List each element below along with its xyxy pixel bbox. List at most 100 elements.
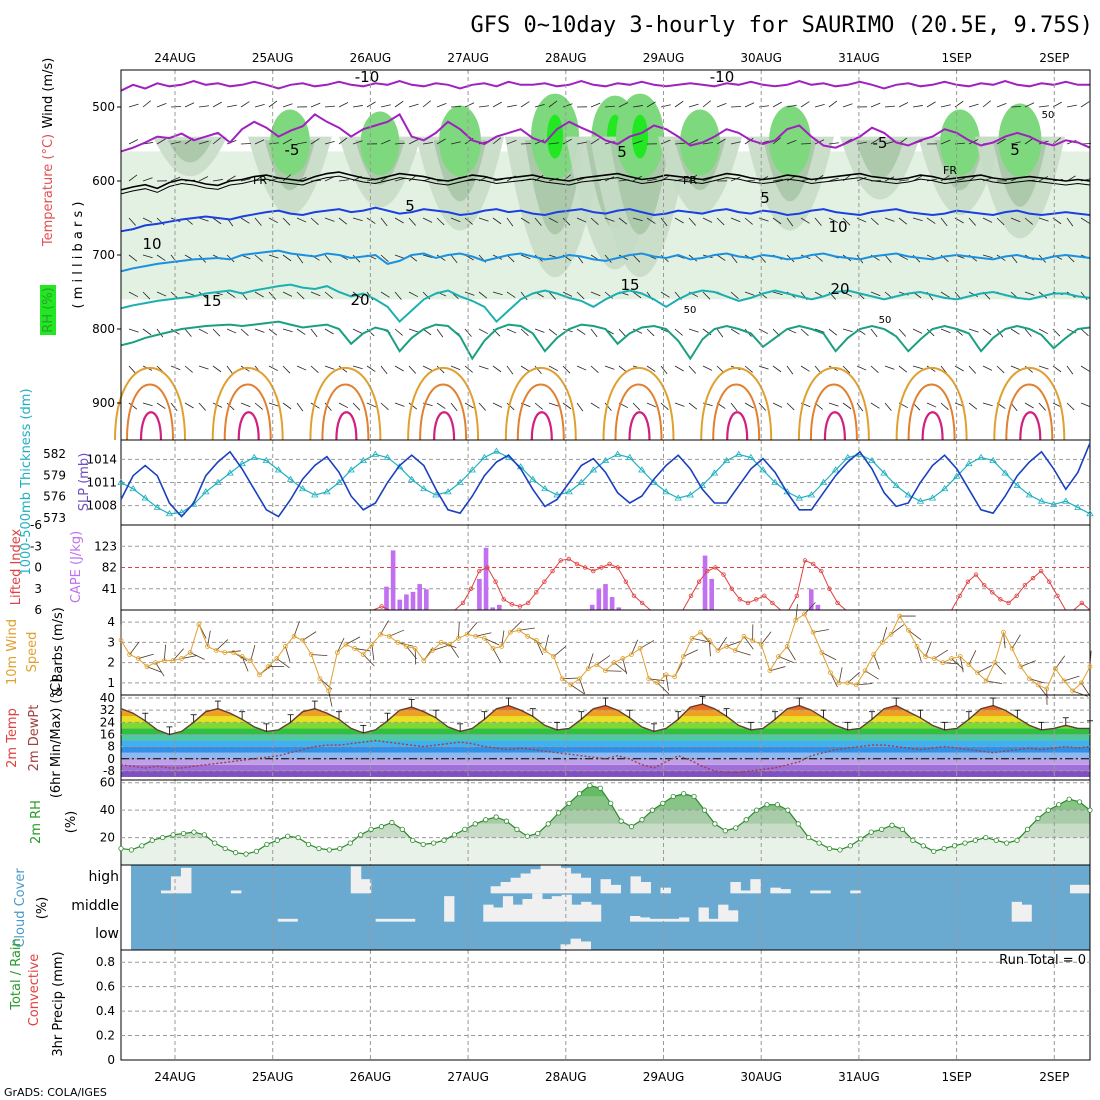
wind-barb bbox=[212, 402, 223, 408]
wind-barb bbox=[520, 365, 530, 372]
wind-barb bbox=[338, 137, 348, 145]
wind-barb bbox=[744, 217, 753, 225]
thickness-marker bbox=[286, 475, 295, 482]
cape-tick-label: 82 bbox=[102, 561, 117, 575]
wind-barb bbox=[1020, 660, 1036, 668]
temperature-band bbox=[121, 734, 1090, 741]
wind-speed-marker bbox=[871, 652, 877, 657]
wind-barb bbox=[660, 139, 671, 145]
wind-barb bbox=[464, 291, 475, 296]
wind-barb bbox=[408, 365, 416, 374]
rh-marker bbox=[733, 825, 739, 831]
wind-barb bbox=[968, 365, 976, 374]
wind-barb bbox=[691, 637, 708, 643]
wind-barb bbox=[212, 217, 222, 225]
temperature-tick-label: 0 bbox=[107, 752, 115, 766]
wind-barb bbox=[562, 291, 573, 297]
cloud-bar bbox=[850, 890, 861, 894]
wind-barb bbox=[449, 644, 460, 658]
cloud-bar bbox=[659, 918, 670, 922]
wind-speed-marker bbox=[248, 658, 254, 663]
thickness-marker bbox=[371, 450, 380, 457]
wind-barb bbox=[310, 102, 321, 108]
wind-barb bbox=[478, 217, 489, 222]
rh-marker bbox=[972, 837, 978, 843]
wind-barb bbox=[506, 365, 514, 375]
temperature-tick-label: 40 bbox=[100, 691, 115, 705]
wind-barb bbox=[968, 217, 976, 226]
wind-barb bbox=[296, 365, 307, 371]
rh-marker bbox=[722, 828, 728, 834]
wind-speed-marker bbox=[802, 611, 807, 617]
wind-barb bbox=[352, 254, 361, 263]
cloud-bar bbox=[740, 890, 751, 894]
wind-barb bbox=[996, 217, 1005, 226]
thickness-tick-label: 573 bbox=[43, 511, 66, 525]
wind-barb bbox=[128, 365, 136, 374]
contour-label: 5 bbox=[760, 189, 770, 207]
contour-label: 50 bbox=[1042, 110, 1055, 121]
wind-barb bbox=[828, 402, 839, 407]
wind-barb bbox=[1081, 682, 1091, 697]
temperature-tick-label: 16 bbox=[100, 727, 115, 741]
lifted-index-marker bbox=[525, 600, 531, 606]
lifted-index-marker bbox=[1014, 593, 1019, 599]
wind-barb bbox=[1080, 101, 1090, 108]
wind-speed-marker bbox=[395, 639, 401, 645]
thickness-marker bbox=[565, 488, 573, 495]
wind-barb bbox=[632, 328, 643, 334]
wind-barb bbox=[604, 217, 615, 222]
contour-label: 10 bbox=[142, 235, 161, 253]
cloud-unit-label: (%) bbox=[35, 897, 50, 920]
wind-barb bbox=[226, 175, 236, 182]
wind-barb bbox=[170, 176, 181, 182]
wind-barb bbox=[898, 217, 908, 225]
wind-barb bbox=[940, 217, 948, 227]
wind-barb bbox=[212, 179, 223, 182]
wind-barb bbox=[389, 629, 405, 637]
wind-barb bbox=[240, 402, 251, 408]
cape-bar bbox=[596, 589, 602, 610]
y-tick-label: 800 bbox=[92, 322, 115, 336]
wind-barb bbox=[1010, 106, 1022, 108]
lifted-index-marker bbox=[957, 593, 962, 599]
thickness-tick-label: 576 bbox=[43, 490, 66, 504]
cloud-panel: high middle low Cloud Cover (%) bbox=[13, 864, 1091, 951]
wind-barb bbox=[506, 254, 515, 263]
wind-barb bbox=[576, 141, 587, 145]
wind-barb bbox=[492, 101, 502, 108]
thickness-marker bbox=[226, 469, 234, 476]
ylabel-part: RH (%) bbox=[41, 287, 56, 332]
wind-barb bbox=[478, 291, 488, 299]
thickness-marker bbox=[214, 478, 222, 485]
wind-speed-marker bbox=[819, 650, 825, 655]
wind-speed-marker bbox=[291, 633, 297, 639]
isotherm-line bbox=[120, 171, 1091, 191]
lifted-index-marker bbox=[558, 558, 563, 563]
thickness-marker bbox=[1074, 503, 1082, 510]
li-ylabel: Lifted Index bbox=[9, 528, 24, 605]
date-label-bottom: 1SEP bbox=[942, 1070, 972, 1084]
wind-barb bbox=[380, 402, 389, 410]
cloud-bar bbox=[180, 867, 192, 894]
wind-speed-marker bbox=[127, 652, 133, 657]
cape-bar bbox=[384, 586, 389, 610]
wind-barb bbox=[422, 254, 433, 259]
cloud-bar bbox=[532, 893, 543, 922]
thickness-marker bbox=[601, 456, 610, 464]
wind-barb bbox=[1066, 365, 1074, 375]
wind-barb bbox=[142, 402, 153, 407]
wind-barb bbox=[576, 365, 587, 371]
wind-speed-marker bbox=[836, 680, 842, 686]
wind-barb bbox=[772, 291, 783, 296]
wind-barb bbox=[898, 328, 906, 337]
rh-marker bbox=[295, 834, 301, 841]
wind-barb bbox=[576, 402, 584, 412]
wind-speed-marker bbox=[161, 658, 167, 663]
wind-barb bbox=[884, 105, 895, 108]
wind-barb bbox=[324, 254, 332, 263]
thickness-marker bbox=[1013, 481, 1022, 489]
thickness-marker bbox=[553, 491, 561, 498]
wind-barb bbox=[800, 217, 810, 224]
